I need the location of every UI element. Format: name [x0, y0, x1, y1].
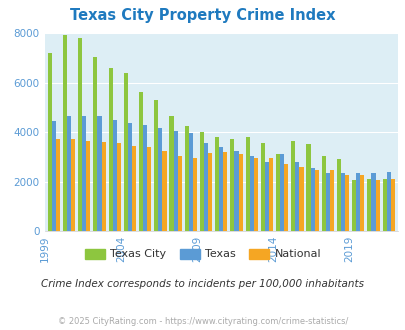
Bar — [284, 164, 288, 231]
Bar — [108, 68, 112, 231]
Bar — [275, 154, 279, 231]
Bar — [51, 121, 56, 231]
Bar — [382, 179, 386, 231]
Bar — [367, 179, 371, 231]
Bar — [340, 173, 344, 231]
Bar — [56, 139, 60, 231]
Bar — [192, 158, 196, 231]
Bar — [386, 172, 390, 231]
Bar — [78, 38, 82, 231]
Bar — [269, 158, 273, 231]
Bar — [344, 175, 348, 231]
Bar — [124, 73, 128, 231]
Bar — [306, 145, 310, 231]
Bar — [290, 141, 294, 231]
Bar — [101, 142, 105, 231]
Bar — [82, 116, 86, 231]
Bar — [238, 154, 242, 231]
Bar — [147, 147, 151, 231]
Bar — [253, 158, 257, 231]
Bar — [299, 167, 303, 231]
Bar — [351, 180, 355, 231]
Bar — [132, 146, 136, 231]
Bar — [162, 150, 166, 231]
Bar — [371, 173, 375, 231]
Bar — [279, 154, 284, 231]
Bar — [245, 137, 249, 231]
Text: Texas City Property Crime Index: Texas City Property Crime Index — [70, 8, 335, 23]
Bar — [215, 137, 219, 231]
Bar — [139, 92, 143, 231]
Bar — [355, 173, 360, 231]
Bar — [390, 179, 394, 231]
Bar — [310, 168, 314, 231]
Bar — [264, 162, 269, 231]
Bar — [143, 125, 147, 231]
Bar — [177, 155, 181, 231]
Text: Crime Index corresponds to incidents per 100,000 inhabitants: Crime Index corresponds to incidents per… — [41, 279, 364, 289]
Bar — [47, 53, 51, 231]
Bar — [169, 116, 173, 231]
Bar — [294, 162, 299, 231]
Bar — [260, 143, 264, 231]
Bar — [314, 170, 318, 231]
Bar — [230, 139, 234, 231]
Bar — [360, 175, 364, 231]
Bar — [128, 123, 132, 231]
Bar — [93, 56, 97, 231]
Bar — [112, 120, 117, 231]
Bar — [154, 100, 158, 231]
Bar — [219, 147, 223, 231]
Bar — [249, 155, 253, 231]
Bar — [71, 139, 75, 231]
Bar — [325, 173, 329, 231]
Bar — [184, 126, 188, 231]
Bar — [208, 153, 212, 231]
Bar — [375, 180, 379, 231]
Bar — [329, 170, 333, 231]
Bar — [223, 152, 227, 231]
Bar — [188, 133, 192, 231]
Bar — [63, 36, 67, 231]
Bar — [173, 131, 177, 231]
Bar — [336, 159, 340, 231]
Bar — [117, 143, 121, 231]
Bar — [321, 155, 325, 231]
Bar — [158, 128, 162, 231]
Legend: Texas City, Texas, National: Texas City, Texas, National — [84, 249, 321, 259]
Text: © 2025 CityRating.com - https://www.cityrating.com/crime-statistics/: © 2025 CityRating.com - https://www.city… — [58, 317, 347, 326]
Bar — [86, 141, 90, 231]
Bar — [234, 150, 238, 231]
Bar — [67, 116, 71, 231]
Bar — [199, 132, 203, 231]
Bar — [97, 116, 101, 231]
Bar — [203, 143, 208, 231]
